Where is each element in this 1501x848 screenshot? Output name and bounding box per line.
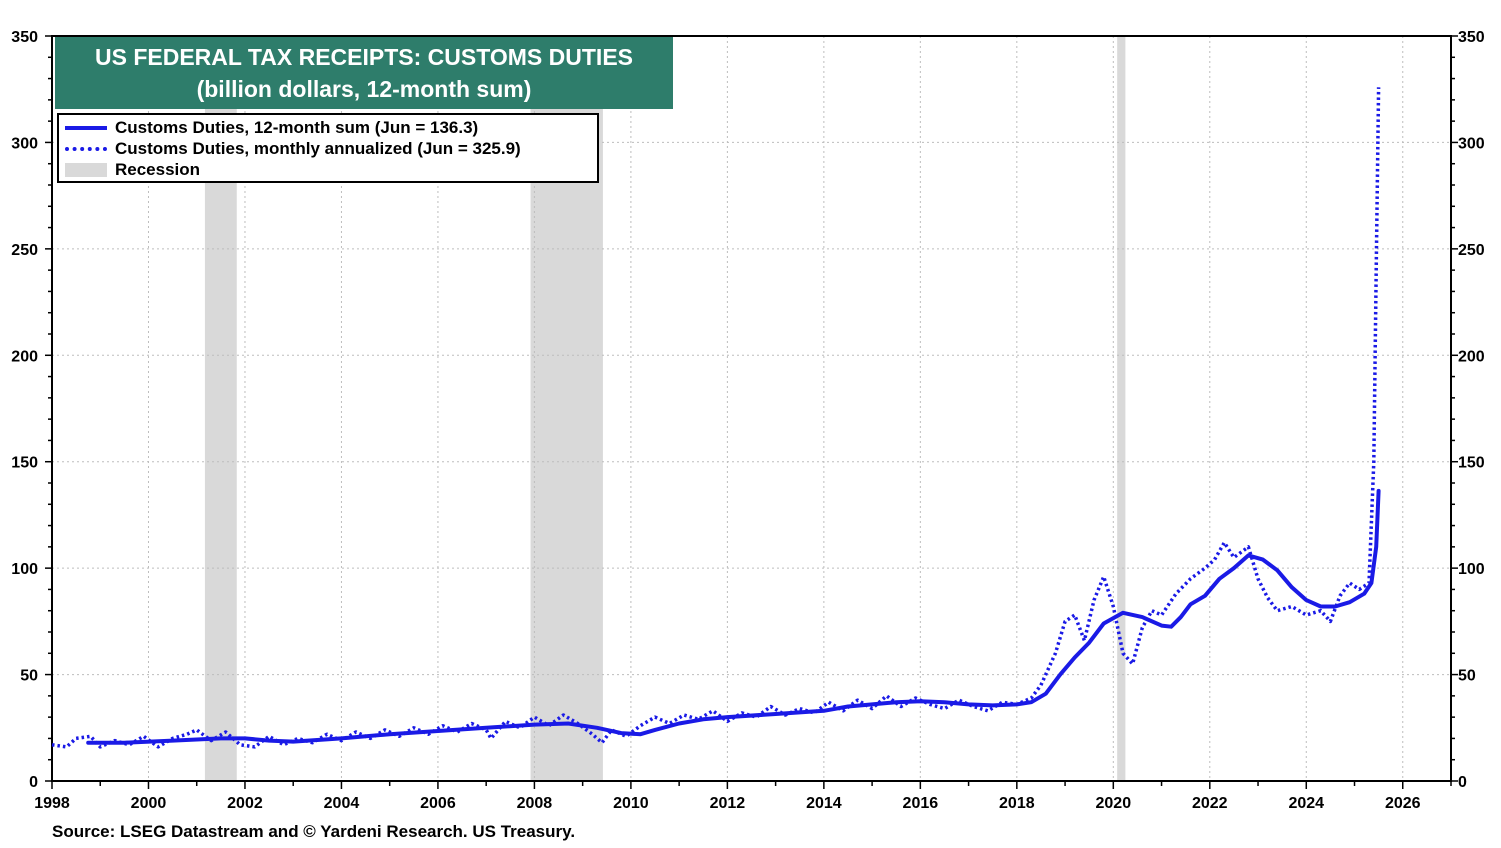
- x-tick-label: 2010: [613, 795, 649, 812]
- x-tick-label: 2000: [131, 795, 167, 812]
- y-tick-label-left: 350: [11, 29, 38, 46]
- legend-label-dotted: Customs Duties, monthly annualized (Jun …: [115, 139, 521, 158]
- legend-label-recession: Recession: [115, 160, 201, 179]
- plot-frame: [51, 35, 1452, 782]
- y-tick-label-right: 100: [1458, 561, 1485, 578]
- x-tick-label: 2018: [999, 795, 1035, 812]
- y-tick-label-right: 250: [1458, 242, 1485, 259]
- y-tick-label-left: 250: [11, 242, 38, 259]
- series-line-12-month-sum: [86, 488, 1381, 745]
- x-tick-label: 2022: [1192, 795, 1228, 812]
- y-tick-label-right: 350: [1458, 29, 1485, 46]
- y-tick-label-left: 100: [11, 561, 38, 578]
- y-tick-label-right: 50: [1458, 668, 1476, 685]
- x-tick-label: 2016: [903, 795, 939, 812]
- x-tick-label: 2014: [806, 795, 842, 812]
- x-tick-label: 2012: [710, 795, 746, 812]
- source-note: Source: LSEG Datastream and © Yardeni Re…: [52, 822, 576, 841]
- recession-swatch: [65, 163, 107, 177]
- solid-line-swatch: [65, 126, 107, 130]
- y-tick-label-right: 0: [1458, 774, 1467, 791]
- y-tick-label-right: 150: [1458, 455, 1485, 472]
- x-tick-label: 2026: [1385, 795, 1421, 812]
- legend-item-dotted: Customs Duties, monthly annualized (Jun …: [65, 139, 521, 159]
- y-tick-label-left: 150: [11, 455, 38, 472]
- x-tick-label: 2004: [324, 795, 360, 812]
- x-tick-label: 2020: [1096, 795, 1132, 812]
- y-tick-label-left: 0: [29, 774, 38, 791]
- chart-title-box: US FEDERAL TAX RECEIPTS: CUSTOMS DUTIES …: [55, 37, 673, 109]
- y-tick-label-right: 300: [1458, 135, 1485, 152]
- legend-item-solid: Customs Duties, 12-month sum (Jun = 136.…: [65, 118, 478, 138]
- x-tick-label: 2008: [517, 795, 553, 812]
- y-tick-label-right: 200: [1458, 348, 1485, 365]
- chart-subtitle: (billion dollars, 12-month sum): [196, 76, 532, 102]
- x-tick-label: 2024: [1288, 795, 1324, 812]
- x-tick-label: 2002: [227, 795, 263, 812]
- series-line-monthly-annualized: [51, 87, 1381, 749]
- legend-item-recession: Recession: [65, 160, 200, 180]
- x-tick-label: 2006: [420, 795, 456, 812]
- x-tick-label: 1998: [34, 795, 70, 812]
- recession-band: [1117, 36, 1126, 781]
- y-tick-label-left: 50: [20, 668, 38, 685]
- y-tick-label-left: 300: [11, 135, 38, 152]
- chart-title: US FEDERAL TAX RECEIPTS: CUSTOMS DUTIES: [95, 44, 633, 70]
- legend: Customs Duties, 12-month sum (Jun = 136.…: [57, 113, 599, 183]
- legend-label-solid: Customs Duties, 12-month sum (Jun = 136.…: [115, 118, 479, 137]
- y-tick-label-left: 200: [11, 348, 38, 365]
- dotted-line-swatch: [65, 147, 107, 151]
